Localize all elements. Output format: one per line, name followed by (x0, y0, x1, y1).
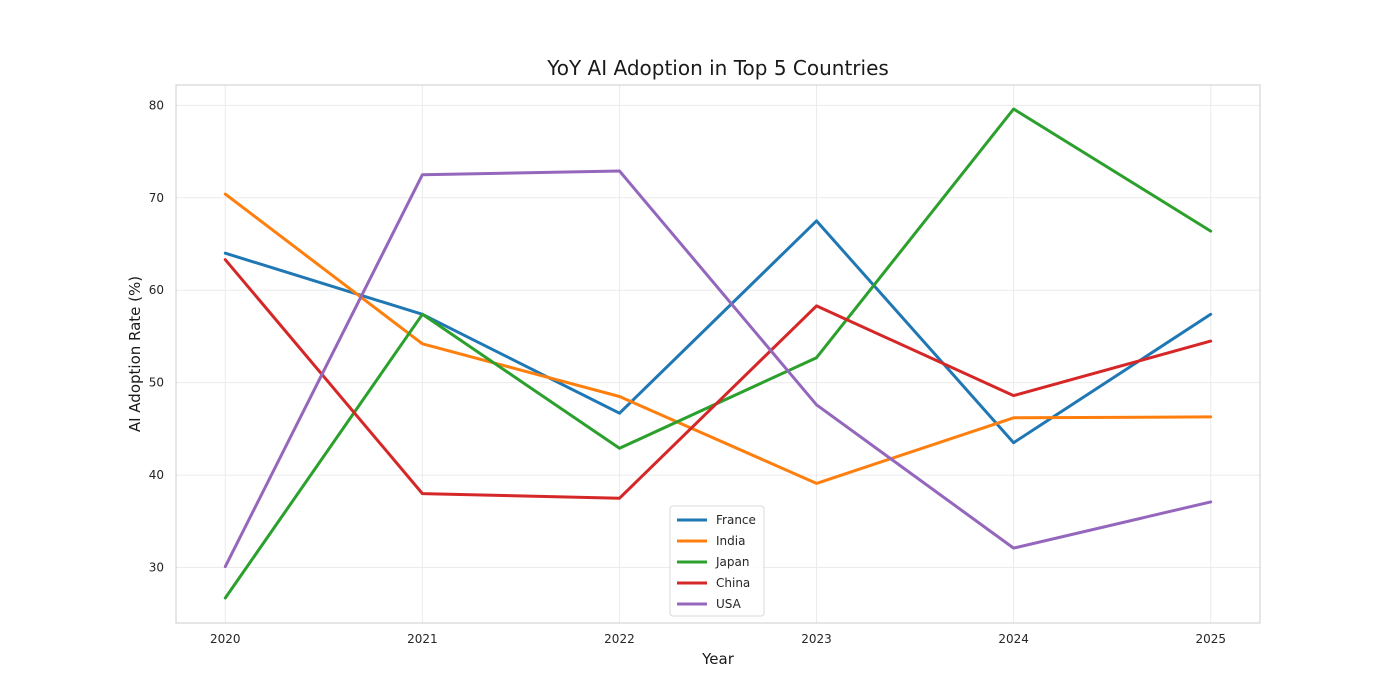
y-tick-label: 40 (149, 468, 164, 482)
x-tick-label: 2020 (210, 632, 241, 646)
legend-items: France India Japan China USA (677, 513, 756, 611)
legend-label: USA (716, 597, 742, 611)
series-lines (223, 107, 1213, 600)
series-line-france (223, 219, 1213, 445)
series-line-usa (223, 169, 1213, 569)
legend-item-china: China (677, 576, 750, 590)
legend-label: India (716, 534, 745, 548)
plot-area-frame (175, 84, 1261, 624)
x-tick-label: 2023 (801, 632, 832, 646)
y-tick-label: 80 (149, 98, 164, 112)
legend-label: France (716, 513, 756, 527)
legend-item-japan: Japan (677, 555, 749, 569)
x-axis-label: Year (701, 650, 735, 668)
y-tick-label: 60 (149, 283, 164, 297)
legend: France India Japan China USA (669, 505, 765, 617)
series-line-india (223, 192, 1213, 485)
legend-item-usa: USA (677, 597, 742, 611)
x-tick-label: 2022 (604, 632, 635, 646)
x-axis-ticks: 2020 2021 2022 2023 2024 2025 (210, 632, 1226, 646)
x-tick-label: 2025 (1195, 632, 1226, 646)
chart-title: YoY AI Adoption in Top 5 Countries (546, 56, 889, 80)
series-line-china (223, 258, 1213, 500)
legend-item-france: France (677, 513, 756, 527)
y-tick-label: 30 (149, 561, 164, 575)
x-tick-label: 2021 (407, 632, 438, 646)
y-tick-label: 70 (149, 191, 164, 205)
y-axis-ticks: 30 40 50 60 70 80 (149, 98, 164, 574)
legend-item-india: India (677, 534, 745, 548)
y-axis-label: AI Adoption Rate (%) (126, 276, 144, 432)
legend-box (669, 505, 765, 617)
legend-label: Japan (715, 555, 749, 569)
x-tick-label: 2024 (998, 632, 1029, 646)
y-tick-label: 50 (149, 376, 164, 390)
legend-label: China (716, 576, 750, 590)
